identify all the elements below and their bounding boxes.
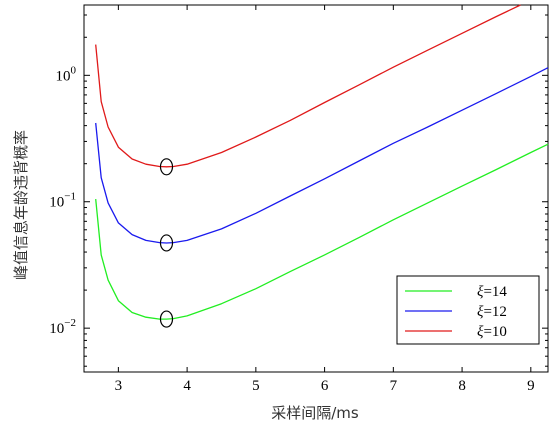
legend-box	[396, 275, 540, 345]
minimum-marker-1	[159, 234, 174, 252]
x-axis-title: 采样间隔/ms	[271, 404, 359, 422]
x-tick-label: 8	[458, 378, 466, 394]
series-line-1	[95, 67, 549, 244]
x-tick-label: 6	[321, 378, 329, 394]
y-tick-label: 10−2	[49, 317, 76, 337]
plot-border	[83, 4, 549, 373]
series-line-2	[95, 4, 521, 168]
x-tick-label: 7	[390, 378, 398, 394]
legend-label-1: ξ=12	[477, 304, 507, 320]
legend: ξ=14 ξ=12 ξ=10	[396, 275, 540, 345]
y-axis-title: 峰值信息年龄违背概率	[12, 130, 30, 280]
legend-label-0: ξ=14	[477, 284, 507, 300]
x-tick-label: 4	[183, 378, 191, 394]
y-tick-label: 10−1	[49, 191, 76, 211]
minimum-marker-2	[159, 158, 174, 176]
legend-label-2: ξ=10	[477, 324, 507, 340]
x-tick-label: 9	[527, 378, 535, 394]
series-line-0	[95, 143, 549, 320]
plot-frame	[83, 4, 549, 373]
y-tick-label: 100	[56, 64, 77, 84]
axis-ticks: 3 4 5 6 7 8 9 10−2 10−1 100	[49, 5, 548, 394]
minimum-marker-0	[159, 310, 174, 328]
minimum-markers	[159, 158, 174, 328]
x-tick-label: 5	[252, 378, 260, 394]
series-layer	[95, 4, 549, 320]
x-tick-label: 3	[115, 378, 123, 394]
